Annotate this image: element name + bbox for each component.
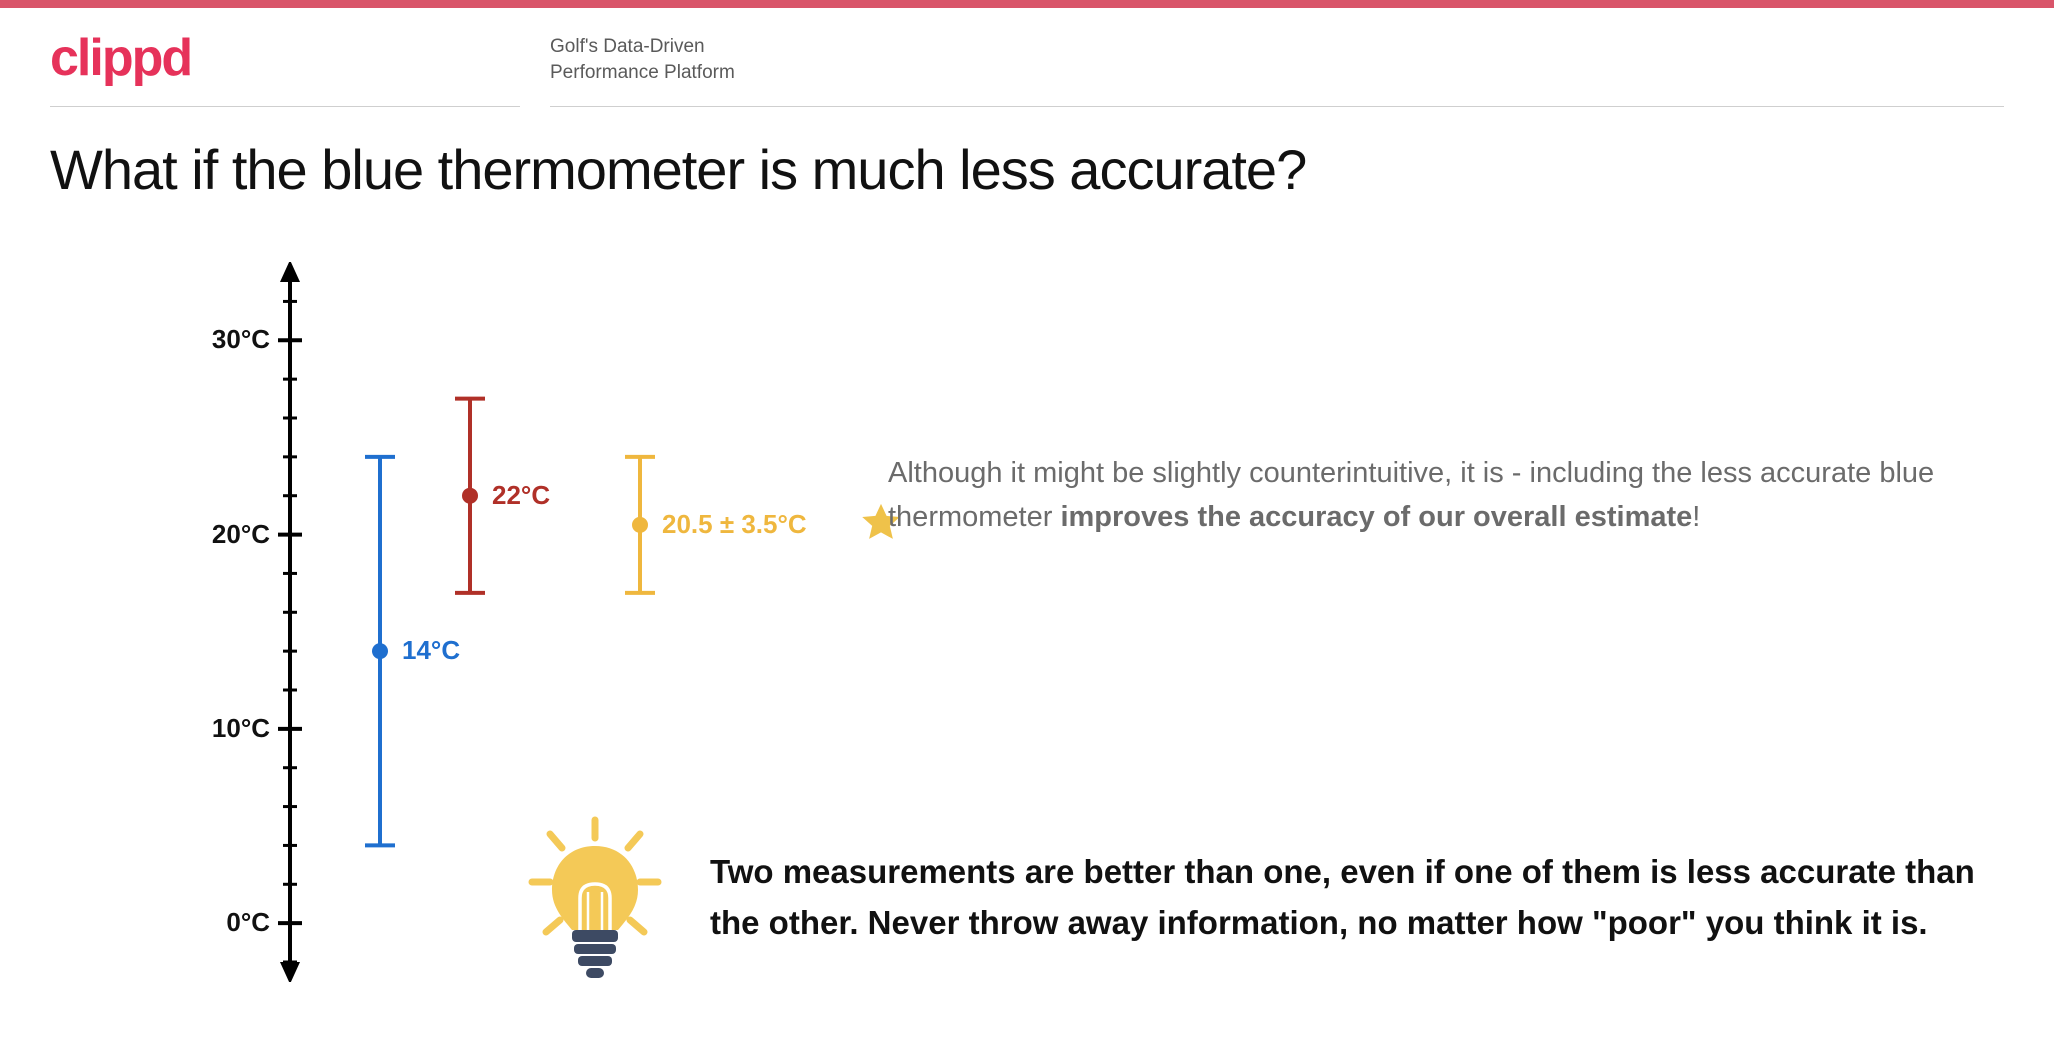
axis-tick-label: 20°C	[190, 519, 270, 550]
brand-logo: clippd	[50, 28, 520, 88]
tagline-line2: Performance Platform	[550, 60, 2004, 86]
series-label-blue: 14°C	[402, 635, 460, 666]
slide: clippd Golf's Data-Driven Performance Pl…	[0, 0, 2054, 1056]
takeaway-block: Two measurements are better than one, ev…	[520, 812, 1980, 982]
explain-post: !	[1692, 501, 1700, 533]
explain-bold: improves the accuracy of our overall est…	[1060, 501, 1692, 533]
axis-tick-label: 10°C	[190, 713, 270, 744]
tagline-line1: Golf's Data-Driven	[550, 34, 2004, 60]
axis-tick-label: 0°C	[190, 907, 270, 938]
lightbulb-icon	[520, 812, 670, 982]
takeaway-text: Two measurements are better than one, ev…	[710, 846, 1980, 948]
series-label-red: 22°C	[492, 480, 550, 511]
tagline-block: Golf's Data-Driven Performance Platform	[550, 28, 2004, 107]
axis-tick-label: 30°C	[190, 324, 270, 355]
slide-title: What if the blue thermometer is much les…	[0, 107, 2054, 202]
header: clippd Golf's Data-Driven Performance Pl…	[0, 8, 2054, 107]
logo-block: clippd	[50, 28, 520, 107]
series-label-yellow: 20.5 ± 3.5°C	[662, 509, 807, 540]
top-accent-bar	[0, 0, 2054, 8]
content-area: 0°C 10°C 20°C 30°C 14°C 22°C 20.5 ± 3.5°C Alt…	[0, 202, 2054, 1022]
explanation-text: Although it might be slightly counterint…	[888, 452, 1948, 539]
